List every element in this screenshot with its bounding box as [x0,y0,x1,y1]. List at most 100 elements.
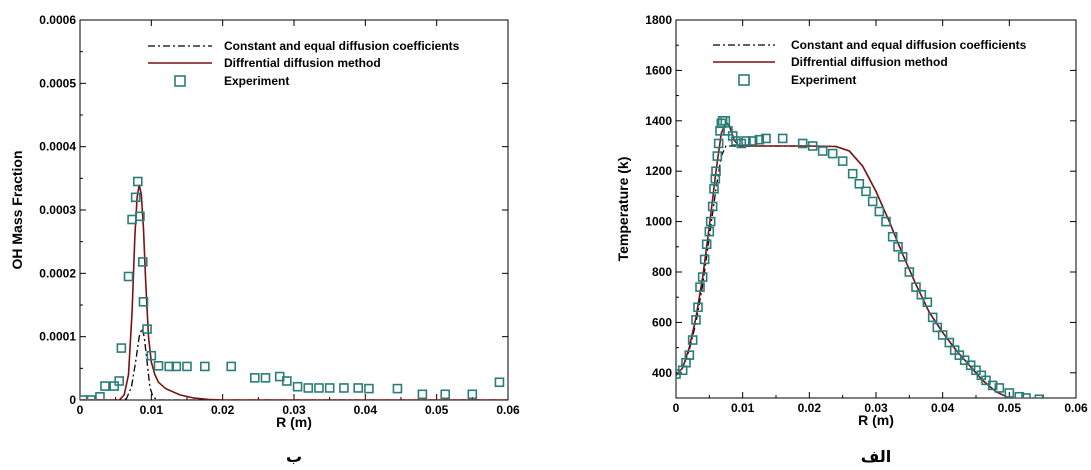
x-tick-label: 0.04 [931,401,955,415]
experiment-point [684,350,695,360]
experiment-point [282,376,292,386]
y-tick-label: 0.0003 [39,203,76,217]
experiment-point [911,282,921,292]
experiment-point [303,383,314,393]
experiment-point [754,134,765,145]
experiment-point [797,138,808,149]
experiment-point [695,282,705,292]
experiment-point [85,395,96,400]
experiment-point [916,289,927,300]
experiment-point [135,211,145,222]
experiment-point [713,138,724,149]
experiment-point [138,297,149,307]
experiment-point [1021,393,1031,398]
experiment-point [200,361,210,372]
experiment-point [146,350,157,361]
experiment-point [116,343,127,353]
x-tick-label: 0.06 [1064,401,1088,415]
experiment-point [314,383,324,393]
experiment-point [353,383,364,393]
y-axis-label: Temperature (k) [615,157,631,262]
legend-label: Constant and equal diffusion coefficient… [791,38,1027,52]
differential-diffusion-line [676,120,1030,398]
experiment-point [777,133,788,144]
x-axis-label: R (m) [858,412,894,428]
experiment-point [292,381,303,392]
y-tick-label: 0.0004 [39,140,76,154]
x-tick-label: 0.01 [731,401,755,415]
experiment-point [709,184,719,194]
x-tick-label: 0 [673,401,680,415]
experiment-point [109,381,120,391]
oh-mass-fraction-chart: 0 0.01 0.02 0.03 0.04 0.05 0.06 0 0.0001 0.0002 0.… [9,13,520,466]
experiment-point [171,361,182,372]
experiment-point [164,361,174,372]
legend-label: Diffrential diffusion method [224,56,381,70]
experiment-point [731,136,741,146]
experiment-point [691,315,701,325]
experiment-point [874,206,885,217]
y-tick-label: 1600 [645,63,672,77]
experiment-point [761,133,771,144]
constant-diffusion-line [80,326,508,400]
experiment-point [364,383,374,394]
experiment-point [467,389,478,400]
x-tick-label: 0 [77,403,84,417]
experiment-point [932,322,943,333]
legend-label: Experiment [224,74,289,88]
y-axis-label: OH Mass Fraction [9,150,25,269]
experiment-point [701,239,712,250]
plot-area [676,116,1045,398]
experiment-point [100,381,110,391]
experiment-point [927,312,938,323]
experiment-point [153,360,164,371]
experiment-point [922,297,933,308]
experiment-point [699,254,710,265]
experiment-point [881,216,891,227]
experiment-point [260,373,271,383]
experiment-point [80,395,89,400]
experiment-point [494,377,505,388]
experiment-point [861,186,871,197]
experiment-point [392,383,403,394]
x-tick-label: 0.02 [798,401,822,415]
experiment-point [747,136,758,146]
experiment-point [847,168,858,179]
legend-label: Diffrential diffusion method [791,55,948,69]
legend-marker [738,74,750,86]
y-tick-label: 0.0006 [39,13,76,27]
experiment-point [817,146,828,156]
experiment-point [720,116,731,126]
experiment-point [854,179,865,189]
y-tick-label: 400 [652,366,672,380]
experiment-point [1034,394,1045,398]
experiment-point [114,376,125,386]
experiment-point [1004,388,1015,398]
y-tick-label: 0.0001 [39,330,76,344]
x-tick-label: 0.06 [496,403,520,417]
legend-marker [174,75,186,87]
experiment-point [837,156,848,166]
differential-diffusion-line [80,184,508,400]
experiment-point [226,361,237,372]
y-tick-label: 1200 [645,164,672,178]
experiment-point [704,226,715,237]
y-tick-label: 1400 [645,114,672,128]
panel-caption: ب [286,447,302,466]
plot-area [80,176,508,400]
experiment-point [95,392,105,400]
experiment-point [827,148,838,159]
experiment-point [807,141,818,151]
panel-caption: الف [861,447,892,466]
experiment-point [142,324,152,334]
experiment-point [897,252,908,262]
experiment-point [130,192,141,203]
y-tick-label: 600 [652,315,672,329]
experiment-point [705,216,716,227]
experiment-point [687,335,698,345]
experiment-point [994,383,1005,393]
y-tick-label: 1000 [645,215,672,229]
legend-label: Constant and equal diffusion coefficient… [224,39,460,53]
experiment-point [987,380,998,391]
